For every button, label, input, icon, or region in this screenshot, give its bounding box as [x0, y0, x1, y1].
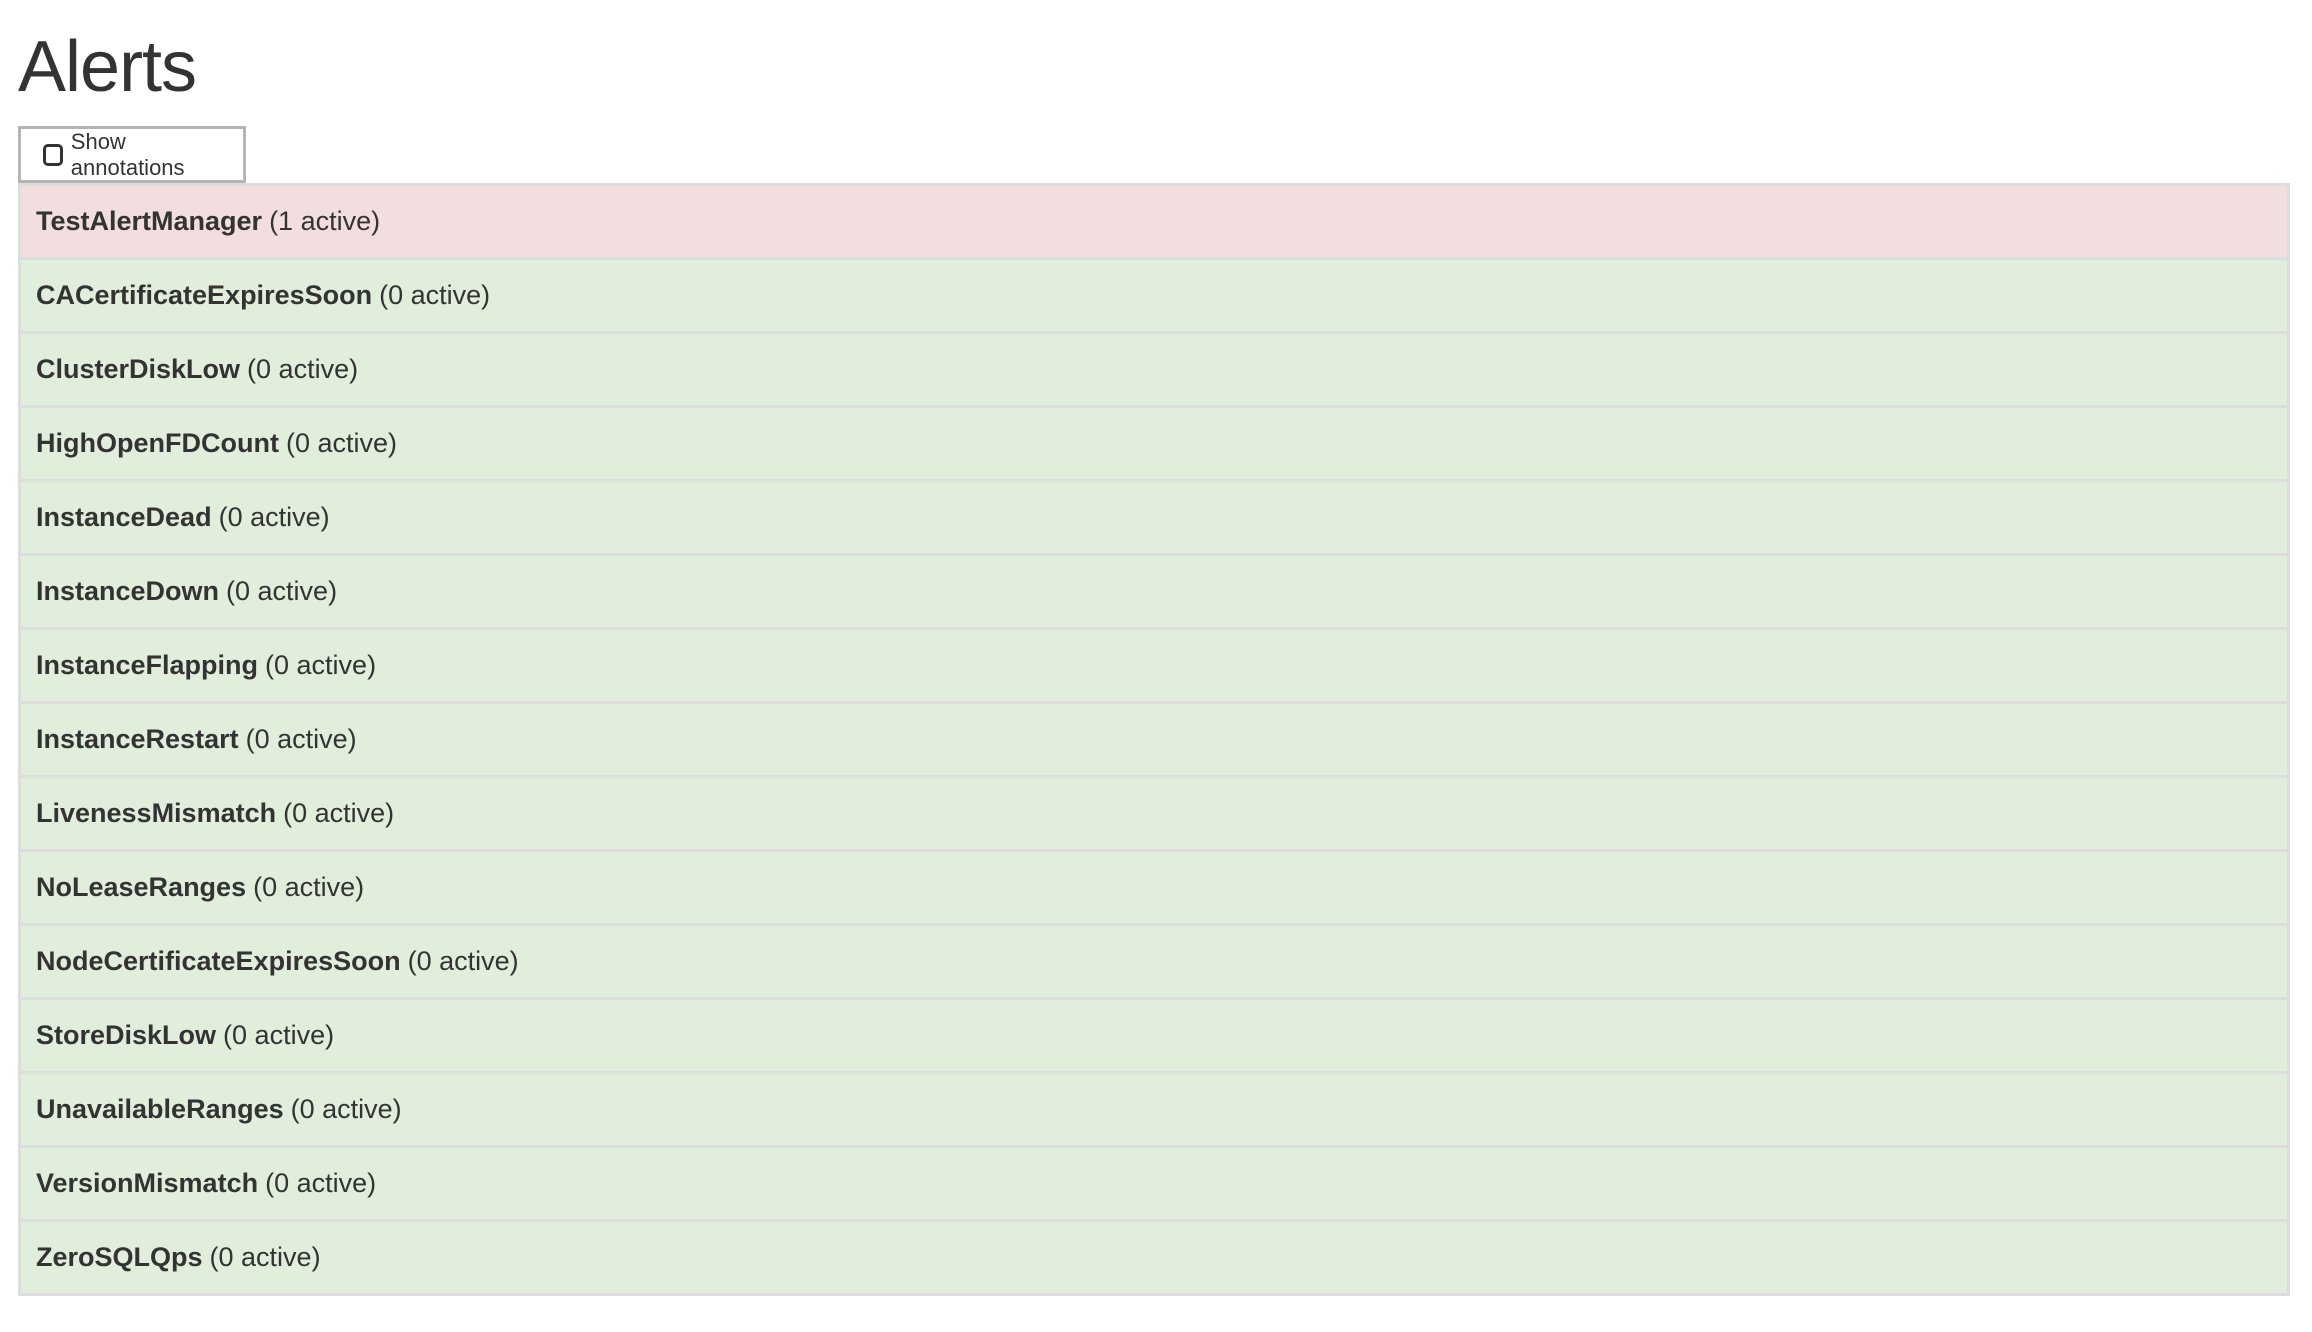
- alert-name: HighOpenFDCount: [36, 428, 279, 458]
- alert-row-InstanceDead[interactable]: InstanceDead (0 active): [21, 479, 2287, 553]
- alert-row-LivenessMismatch[interactable]: LivenessMismatch (0 active): [21, 775, 2287, 849]
- alert-name: NoLeaseRanges: [36, 872, 247, 902]
- alert-name: LivenessMismatch: [36, 798, 277, 828]
- checkbox-icon[interactable]: [43, 143, 63, 166]
- alert-count: (0 active): [245, 724, 357, 754]
- alert-count: (0 active): [247, 354, 359, 384]
- alert-row-ClusterDiskLow[interactable]: ClusterDiskLow (0 active): [21, 331, 2287, 405]
- alert-list: TestAlertManager (1 active) CACertificateE…: [18, 183, 2290, 1296]
- alert-name: ZeroSQLQps: [36, 1242, 203, 1272]
- alert-count: (0 active): [283, 798, 395, 828]
- show-annotations-label: Show annotations: [70, 128, 185, 180]
- alert-count: (0 active): [290, 1094, 402, 1124]
- alert-count: (0 active): [218, 502, 330, 532]
- alert-name: InstanceRestart: [36, 724, 239, 754]
- alert-row-HighOpenFDCount[interactable]: HighOpenFDCount (0 active): [21, 405, 2287, 479]
- alert-row-InstanceFlapping[interactable]: InstanceFlapping (0 active): [21, 627, 2287, 701]
- alert-count: (0 active): [265, 1168, 377, 1198]
- alert-row-UnavailableRanges[interactable]: UnavailableRanges (0 active): [21, 1071, 2287, 1145]
- page-title: Alerts: [18, 27, 197, 107]
- show-annotations-button[interactable]: Show annotations: [18, 126, 246, 183]
- alert-count: (0 active): [285, 428, 397, 458]
- alert-row-NoLeaseRanges[interactable]: NoLeaseRanges (0 active): [21, 849, 2287, 923]
- alert-name: NodeCertificateExpiresSoon: [36, 946, 401, 976]
- alert-row-InstanceRestart[interactable]: InstanceRestart (0 active): [21, 701, 2287, 775]
- alert-name: CACertificateExpiresSoon: [36, 280, 373, 310]
- alert-name: InstanceFlapping: [36, 650, 259, 680]
- alert-name: UnavailableRanges: [36, 1094, 284, 1124]
- alert-row-CACertificateExpiresSoon[interactable]: CACertificateExpiresSoon (0 active): [21, 257, 2287, 331]
- alert-row-ZeroSQLQps[interactable]: ZeroSQLQps (0 active): [21, 1219, 2287, 1293]
- alert-count: (0 active): [379, 280, 491, 310]
- alert-count: (0 active): [407, 946, 519, 976]
- alert-row-VersionMismatch[interactable]: VersionMismatch (0 active): [21, 1145, 2287, 1219]
- alert-count: (0 active): [226, 576, 338, 606]
- alert-row-NodeCertificateExpiresSoon[interactable]: NodeCertificateExpiresSoon (0 active): [21, 923, 2287, 997]
- alert-row-InstanceDown[interactable]: InstanceDown (0 active): [21, 553, 2287, 627]
- alert-name: ClusterDiskLow: [36, 354, 241, 384]
- alert-count: (0 active): [265, 650, 377, 680]
- alert-count: (0 active): [209, 1242, 321, 1272]
- alert-count: (1 active): [269, 206, 381, 236]
- alert-name: InstanceDown: [36, 576, 220, 606]
- alert-row-TestAlertManager[interactable]: TestAlertManager (1 active): [21, 183, 2287, 257]
- alert-name: StoreDiskLow: [36, 1020, 217, 1050]
- alert-count: (0 active): [253, 872, 365, 902]
- alert-name: TestAlertManager: [36, 206, 263, 236]
- alert-name: InstanceDead: [36, 502, 212, 532]
- alert-count: (0 active): [223, 1020, 335, 1050]
- alert-row-StoreDiskLow[interactable]: StoreDiskLow (0 active): [21, 997, 2287, 1071]
- alert-name: VersionMismatch: [36, 1168, 259, 1198]
